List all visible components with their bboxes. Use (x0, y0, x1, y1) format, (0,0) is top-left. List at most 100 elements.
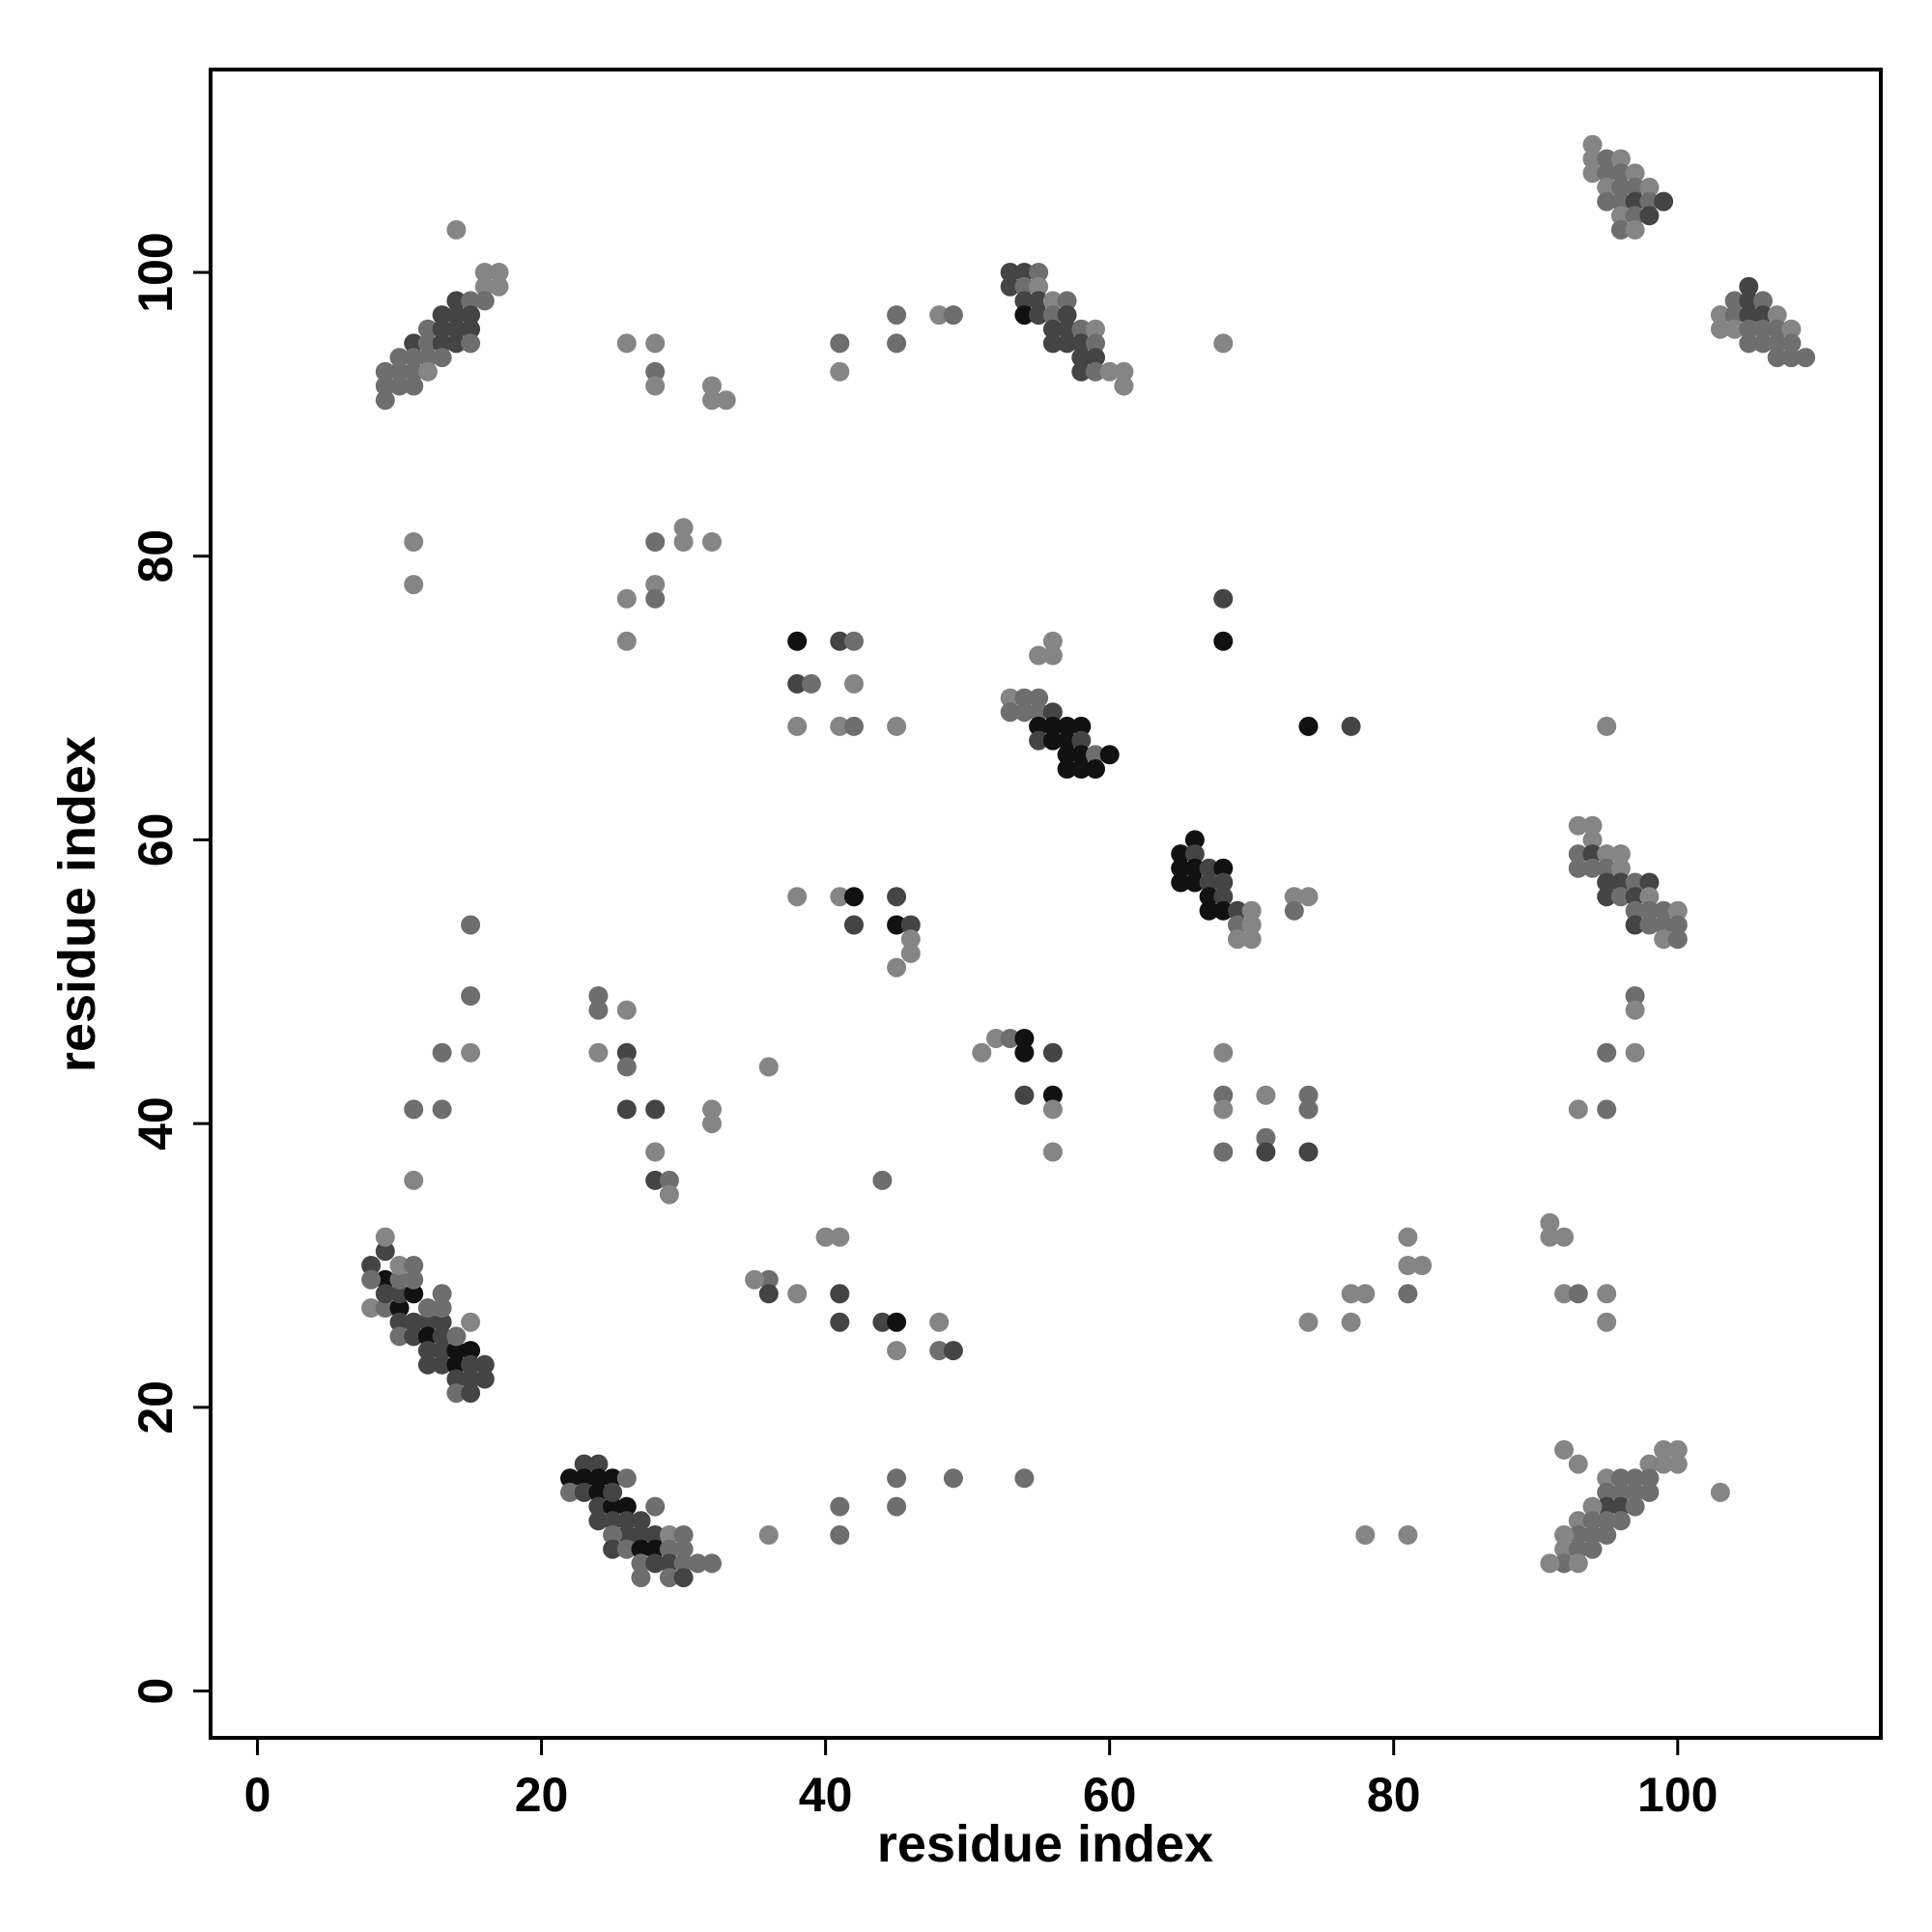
data-point (787, 631, 808, 651)
data-point (645, 1099, 666, 1120)
data-point (1256, 1142, 1276, 1162)
data-point (1029, 263, 1049, 282)
x-tick-label: 60 (1083, 1768, 1137, 1822)
data-point (404, 333, 424, 354)
data-point (986, 1029, 1006, 1048)
data-point (1667, 900, 1688, 921)
data-point (1610, 844, 1631, 865)
data-point (1171, 872, 1191, 893)
data-point (872, 1312, 893, 1332)
data-point (688, 1553, 708, 1574)
data-point (659, 1568, 679, 1588)
data-point (417, 333, 438, 354)
x-tick-label: 80 (1367, 1768, 1421, 1822)
data-point (1554, 1284, 1575, 1304)
data-point (1042, 1042, 1063, 1063)
data-point (1398, 1525, 1418, 1545)
data-point (758, 1525, 779, 1545)
data-point (929, 305, 950, 326)
x-axis: 0 20 40 60 80 100 (244, 1738, 1718, 1822)
data-point (645, 1496, 666, 1517)
data-point (375, 390, 395, 411)
data-point (1753, 291, 1773, 311)
data-point (631, 1568, 651, 1588)
data-point (943, 1468, 963, 1489)
data-point (1710, 1482, 1730, 1502)
data-point (1739, 291, 1759, 311)
data-point (1639, 872, 1660, 893)
data-point (887, 716, 907, 736)
data-point (1597, 872, 1617, 893)
data-point (588, 1482, 609, 1502)
data-point (1625, 872, 1645, 893)
data-point (1241, 915, 1262, 935)
data-point (417, 361, 438, 382)
data-point (474, 1369, 495, 1389)
data-point (1341, 716, 1361, 736)
data-point (1639, 900, 1660, 921)
data-point (787, 1284, 808, 1304)
data-point (1355, 1284, 1376, 1304)
data-point (417, 1354, 438, 1375)
data-point (1014, 1085, 1035, 1105)
data-point (1610, 887, 1631, 907)
data-point (461, 1369, 481, 1389)
data-point (361, 1269, 382, 1290)
data-point (1667, 1454, 1688, 1474)
data-point (1625, 1042, 1645, 1063)
data-point (1639, 1482, 1660, 1502)
data-point (1042, 631, 1063, 651)
data-point (645, 376, 666, 396)
data-point (1042, 1085, 1063, 1105)
data-point (1582, 830, 1603, 850)
data-point (389, 1326, 410, 1347)
x-tick-label: 20 (515, 1768, 569, 1822)
data-point (616, 1496, 637, 1517)
data-point (787, 673, 808, 694)
data-point (758, 1269, 779, 1290)
data-point (1625, 1496, 1645, 1517)
data-point (1029, 276, 1049, 297)
data-point (801, 673, 821, 694)
data-point (645, 1525, 666, 1545)
data-point (446, 1326, 467, 1347)
data-point (1582, 1496, 1603, 1517)
data-point (1071, 716, 1092, 736)
data-point (461, 1042, 481, 1063)
data-point (1610, 149, 1631, 169)
data-point (1639, 915, 1660, 935)
data-point (1014, 263, 1035, 282)
data-point (616, 1511, 637, 1531)
y-tick-label: 40 (128, 1096, 183, 1151)
data-point (1213, 631, 1234, 651)
data-point (887, 957, 907, 978)
data-point (1554, 1439, 1575, 1460)
data-point (787, 887, 808, 907)
data-point (1639, 206, 1660, 226)
data-point (1610, 1511, 1631, 1531)
data-point (1029, 305, 1049, 326)
data-point (616, 1468, 637, 1489)
data-point (1597, 1312, 1617, 1332)
data-point (616, 333, 637, 354)
data-point (1610, 858, 1631, 878)
data-point (616, 1099, 637, 1120)
data-point (1667, 929, 1688, 950)
data-point (1654, 900, 1674, 921)
data-point (389, 376, 410, 396)
data-point (1071, 745, 1092, 765)
data-point (929, 1341, 950, 1361)
data-point (887, 887, 907, 907)
data-point (446, 305, 467, 326)
data-point (1582, 815, 1603, 836)
data-point (631, 1511, 651, 1531)
data-point (1753, 305, 1773, 326)
data-point (616, 1000, 637, 1020)
data-point (1213, 887, 1234, 907)
data-point (1042, 305, 1063, 326)
y-tick-label: 80 (128, 529, 183, 583)
data-point (1739, 319, 1759, 339)
data-point (446, 319, 467, 339)
data-point (815, 1227, 836, 1247)
data-point (943, 1341, 963, 1361)
